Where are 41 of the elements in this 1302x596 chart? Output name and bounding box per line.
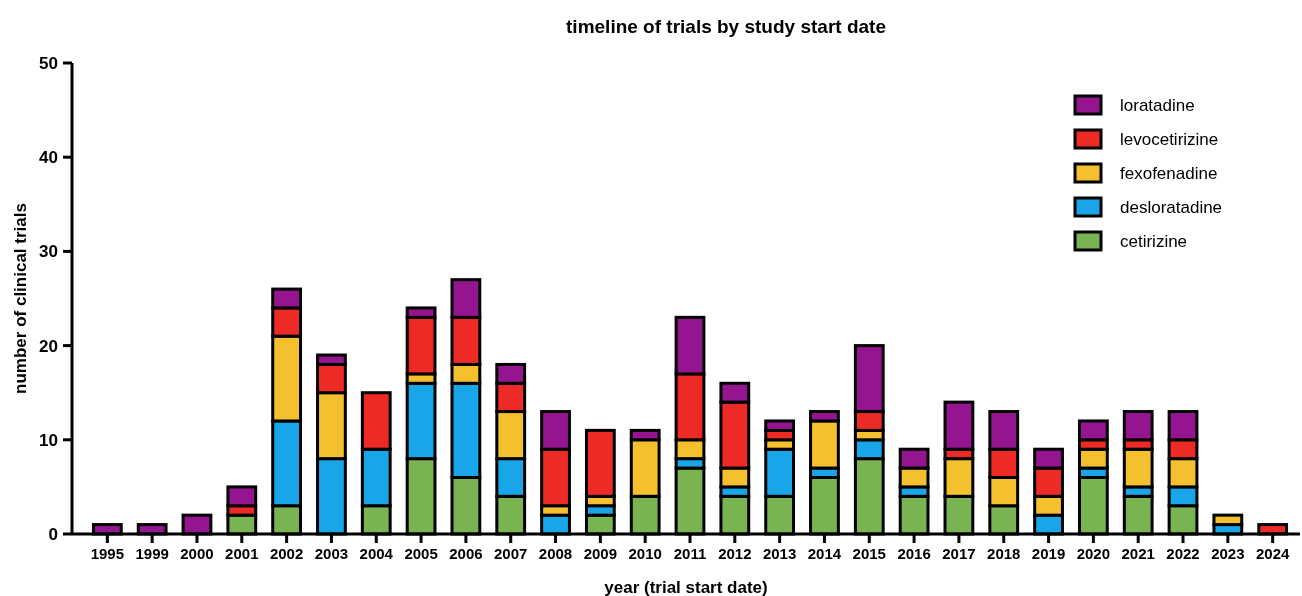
- x-tick-label: 2011: [673, 545, 707, 562]
- x-tick-label: 2009: [583, 545, 618, 562]
- x-tick-label: 2007: [494, 545, 528, 562]
- legend-label: loratadine: [1120, 95, 1195, 115]
- x-tick-label: 2001: [225, 545, 259, 562]
- x-tick-label: 2010: [628, 545, 662, 562]
- legend-label: desloratadine: [1120, 197, 1223, 217]
- x-tick-label: 2002: [269, 545, 304, 562]
- y-tick-label: 0: [48, 524, 58, 544]
- y-tick-label: 50: [39, 53, 58, 73]
- x-tick-label: 2020: [1076, 545, 1111, 562]
- y-tick-label: 10: [39, 430, 58, 450]
- x-tick-label: 2005: [404, 545, 438, 562]
- x-tick-label: 2004: [359, 545, 394, 562]
- x-tick-label: 2003: [314, 545, 349, 562]
- x-tick-label: 2023: [1211, 545, 1245, 562]
- chart-title: timeline of trials by study start date: [566, 16, 886, 37]
- x-tick-label: 2024: [1255, 545, 1290, 562]
- x-tick-label: 2012: [718, 545, 752, 562]
- x-tick-label: 2021: [1121, 545, 1155, 562]
- x-tick-label: 2019: [1031, 545, 1066, 562]
- x-tick-label: 2000: [180, 545, 214, 562]
- x-tick-label: 2014: [807, 545, 842, 562]
- y-axis-title: number of clinical trials: [11, 203, 30, 394]
- x-tick-label: 2013: [762, 545, 797, 562]
- legend-label: cetirizine: [1120, 231, 1188, 251]
- y-tick-label: 40: [39, 148, 58, 168]
- x-tick-label: 1995: [90, 545, 125, 562]
- y-tick-label: 20: [39, 336, 58, 356]
- x-tick-label: 2022: [1166, 545, 1200, 562]
- x-axis-title: year (trial start date): [604, 578, 768, 596]
- x-tick-label: 2008: [538, 545, 573, 562]
- x-tick-label: 2017: [942, 545, 976, 562]
- x-tick-label: 2015: [852, 545, 886, 562]
- x-tick-label: 2016: [897, 545, 931, 562]
- x-tick-label: 2018: [987, 545, 1021, 562]
- x-tick-label: 2006: [449, 545, 483, 562]
- legend-label: levocetirizine: [1120, 129, 1219, 149]
- x-tick-label: 1999: [135, 545, 169, 562]
- legend-label: fexofenadine: [1120, 163, 1218, 183]
- y-tick-label: 30: [39, 242, 58, 262]
